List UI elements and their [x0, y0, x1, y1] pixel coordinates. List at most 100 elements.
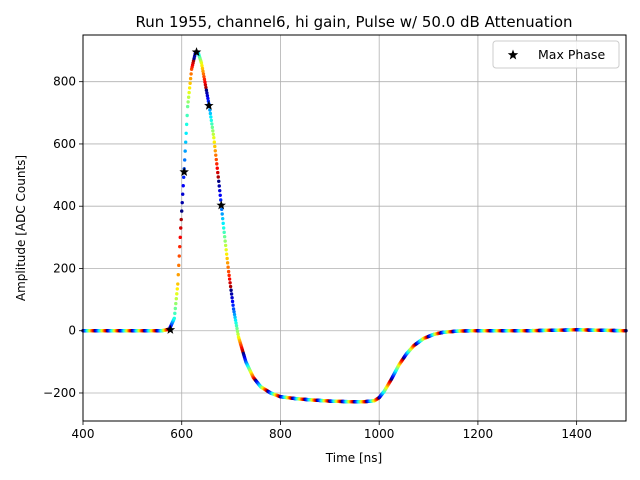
waveform-point: [215, 166, 219, 170]
waveform-point: [209, 115, 213, 119]
waveform-point: [231, 307, 236, 311]
waveform-point: [211, 132, 216, 136]
waveform-point: [227, 273, 231, 278]
waveform-point: [224, 252, 229, 256]
waveform-point: [235, 329, 240, 334]
waveform-point: [177, 254, 181, 258]
max-phase-star: [191, 47, 202, 57]
waveform-point: [179, 217, 183, 222]
waveform-point: [173, 311, 177, 316]
waveform-point: [177, 263, 181, 268]
waveform-point: [216, 170, 220, 175]
waveform-point: [217, 184, 221, 188]
waveform-point: [208, 108, 212, 112]
y-axis-ticks: −200 0 200 400 600 800: [43, 75, 83, 400]
waveform-point: [214, 153, 218, 157]
waveform-point: [180, 209, 184, 213]
waveform-point: [179, 226, 183, 230]
waveform-point: [182, 158, 187, 162]
legend-entry-max-phase: Max Phase: [538, 47, 605, 62]
waveform-point: [189, 72, 193, 76]
waveform-point: [226, 269, 231, 274]
waveform-point: [213, 144, 217, 149]
waveform-point: [204, 85, 208, 90]
x-tick-label: 1400: [561, 427, 592, 441]
waveform-point: [183, 149, 187, 153]
waveform-point: [230, 296, 234, 300]
waveform-point: [175, 292, 179, 296]
waveform-point: [223, 239, 227, 243]
y-tick-label: 200: [53, 261, 76, 275]
waveform-point: [222, 230, 226, 235]
waveform-point: [223, 243, 228, 248]
legend-star-icon: [507, 49, 519, 60]
waveform-point: [176, 282, 180, 286]
y-tick-label: 400: [53, 199, 76, 213]
waveform-point: [211, 129, 215, 133]
waveform-point: [215, 162, 219, 166]
waveform-point: [228, 284, 233, 289]
waveform-point: [221, 216, 225, 221]
waveform-point: [233, 318, 238, 322]
max-phase-star: [204, 100, 214, 110]
y-tick-label: 600: [53, 137, 76, 151]
waveform-point: [180, 200, 184, 205]
legend: Max Phase: [492, 40, 620, 69]
waveform-point: [206, 96, 210, 101]
waveform-point: [187, 90, 191, 95]
y-tick-label: −200: [43, 386, 76, 400]
x-axis-ticks: 400 600 800 1000 1200 1400: [72, 421, 592, 441]
waveform-point: [205, 91, 209, 95]
x-tick-label: 1200: [463, 427, 494, 441]
waveform-point: [234, 321, 238, 325]
waveform-point: [175, 287, 179, 291]
waveform-point: [233, 315, 237, 320]
waveform-point: [201, 69, 205, 73]
waveform-point: [186, 100, 190, 104]
waveform-point: [184, 131, 188, 135]
waveform-point: [232, 310, 236, 314]
waveform-point: [231, 303, 235, 307]
waveform-point: [181, 184, 185, 188]
waveform-point: [221, 226, 226, 230]
waveform-point: [227, 277, 232, 281]
waveform-point: [224, 248, 228, 252]
x-tick-label: 600: [170, 427, 193, 441]
waveform-point: [209, 118, 214, 123]
waveform-point: [214, 157, 218, 162]
max-phase-star: [179, 166, 189, 177]
max-phase-star: [216, 200, 226, 210]
waveform-point: [176, 272, 180, 277]
waveform-point: [229, 292, 234, 296]
waveform-point: [230, 299, 235, 304]
waveform-point: [202, 74, 206, 79]
waveform-scatter: [81, 50, 628, 404]
waveform-point: [185, 113, 189, 118]
grid-lines: [82, 35, 626, 421]
waveform-point: [212, 140, 217, 144]
waveform-point: [217, 179, 221, 184]
waveform-point: [235, 326, 239, 331]
waveform-point: [199, 61, 204, 65]
waveform-point: [172, 316, 177, 320]
waveform-point: [174, 301, 178, 306]
waveform-point: [213, 149, 217, 153]
x-tick-label: 1000: [364, 427, 395, 441]
waveform-point: [173, 306, 178, 311]
waveform-point: [220, 207, 224, 212]
waveform-point: [210, 125, 215, 130]
waveform-point: [225, 261, 230, 265]
waveform-point: [183, 140, 188, 144]
chart-title: Run 1955, channel6, hi gain, Pulse w/ 50…: [135, 13, 572, 31]
waveform-point: [226, 265, 230, 269]
max-phase-markers: [165, 47, 226, 334]
waveform-point: [218, 193, 222, 198]
waveform-point: [212, 136, 216, 140]
waveform-point: [221, 221, 225, 226]
waveform-point: [200, 66, 205, 71]
y-axis-label: Amplitude [ADC Counts]: [14, 155, 28, 301]
waveform-point: [178, 235, 182, 240]
waveform-point: [210, 122, 214, 126]
waveform-point: [234, 324, 239, 328]
